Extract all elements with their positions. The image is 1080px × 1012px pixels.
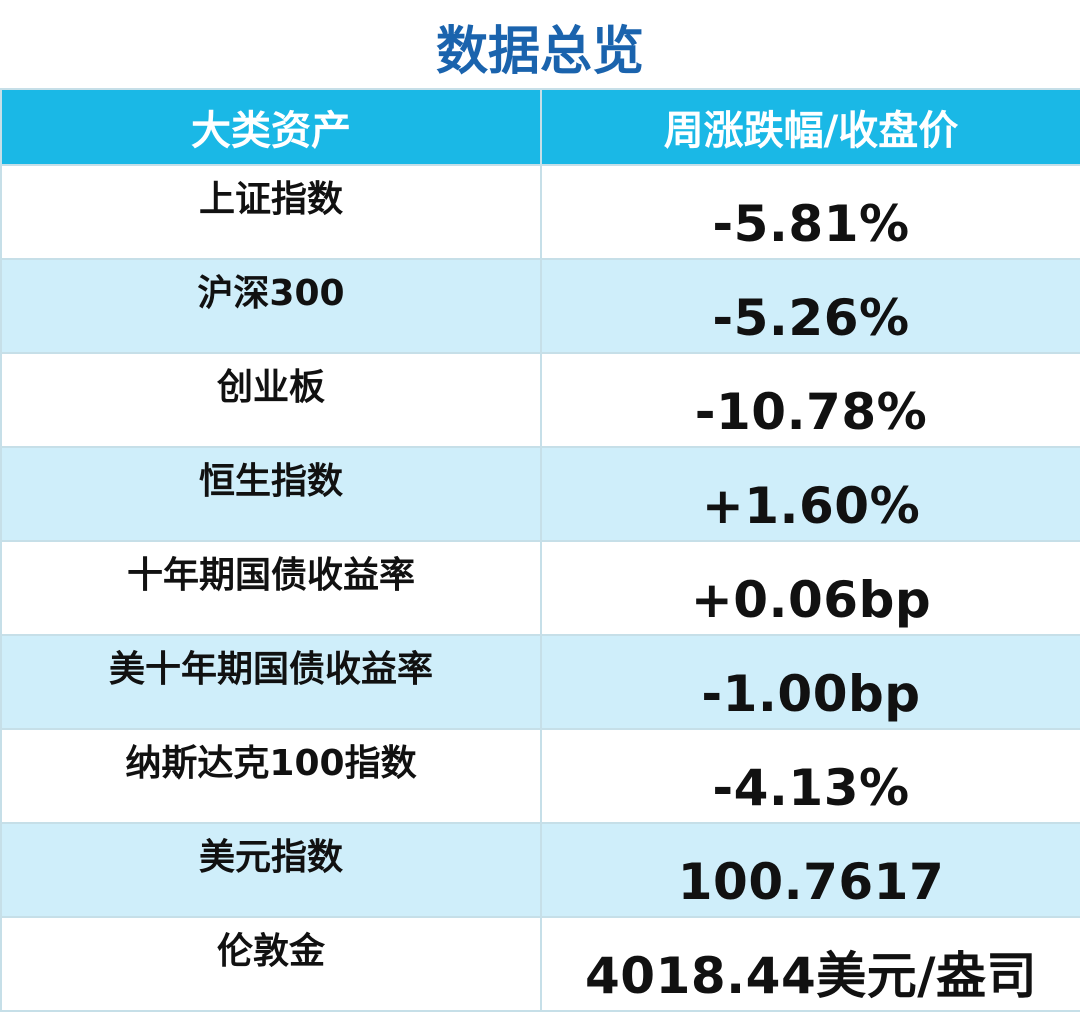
value-cell: -4.13% — [540, 728, 1080, 824]
value-cell: 100.7617 — [540, 822, 1080, 918]
asset-name-cell: 伦敦金 — [0, 916, 542, 1012]
value-cell: -5.26% — [540, 258, 1080, 354]
asset-name-cell: 美元指数 — [0, 822, 542, 918]
value-cell: 4018.44美元/盎司 — [540, 916, 1080, 1012]
table-row: 美元指数 100.7617 — [0, 822, 1080, 918]
column-header-value: 周涨跌幅/收盘价 — [540, 88, 1080, 166]
table-row: 恒生指数 +1.60% — [0, 446, 1080, 542]
table-row: 上证指数 -5.81% — [0, 164, 1080, 260]
asset-name-cell: 恒生指数 — [0, 446, 542, 542]
value-cell: -1.00bp — [540, 634, 1080, 730]
table-row: 沪深300 -5.26% — [0, 258, 1080, 354]
value-cell: -10.78% — [540, 352, 1080, 448]
table-row: 伦敦金 4018.44美元/盎司 — [0, 916, 1080, 1012]
asset-name-cell: 上证指数 — [0, 164, 542, 260]
asset-name-cell: 沪深300 — [0, 258, 542, 354]
asset-name-cell: 美十年期国债收益率 — [0, 634, 542, 730]
column-header-asset: 大类资产 — [0, 88, 542, 166]
value-cell: +0.06bp — [540, 540, 1080, 636]
table-row: 美十年期国债收益率 -1.00bp — [0, 634, 1080, 730]
page-title: 数据总览 — [435, 22, 644, 82]
asset-name-cell: 十年期国债收益率 — [0, 540, 542, 636]
value-cell: +1.60% — [540, 446, 1080, 542]
table-row: 纳斯达克100指数 -4.13% — [0, 728, 1080, 824]
asset-name-cell: 创业板 — [0, 352, 542, 448]
table-row: 创业板 -10.78% — [0, 352, 1080, 448]
asset-name-cell: 纳斯达克100指数 — [0, 728, 542, 824]
value-cell: -5.81% — [540, 164, 1080, 260]
data-overview-table: 大类资产 周涨跌幅/收盘价 上证指数 -5.81% 沪深300 -5.26% 创… — [0, 88, 1080, 1012]
table-header-row: 大类资产 周涨跌幅/收盘价 — [0, 88, 1080, 166]
table-row: 十年期国债收益率 +0.06bp — [0, 540, 1080, 636]
